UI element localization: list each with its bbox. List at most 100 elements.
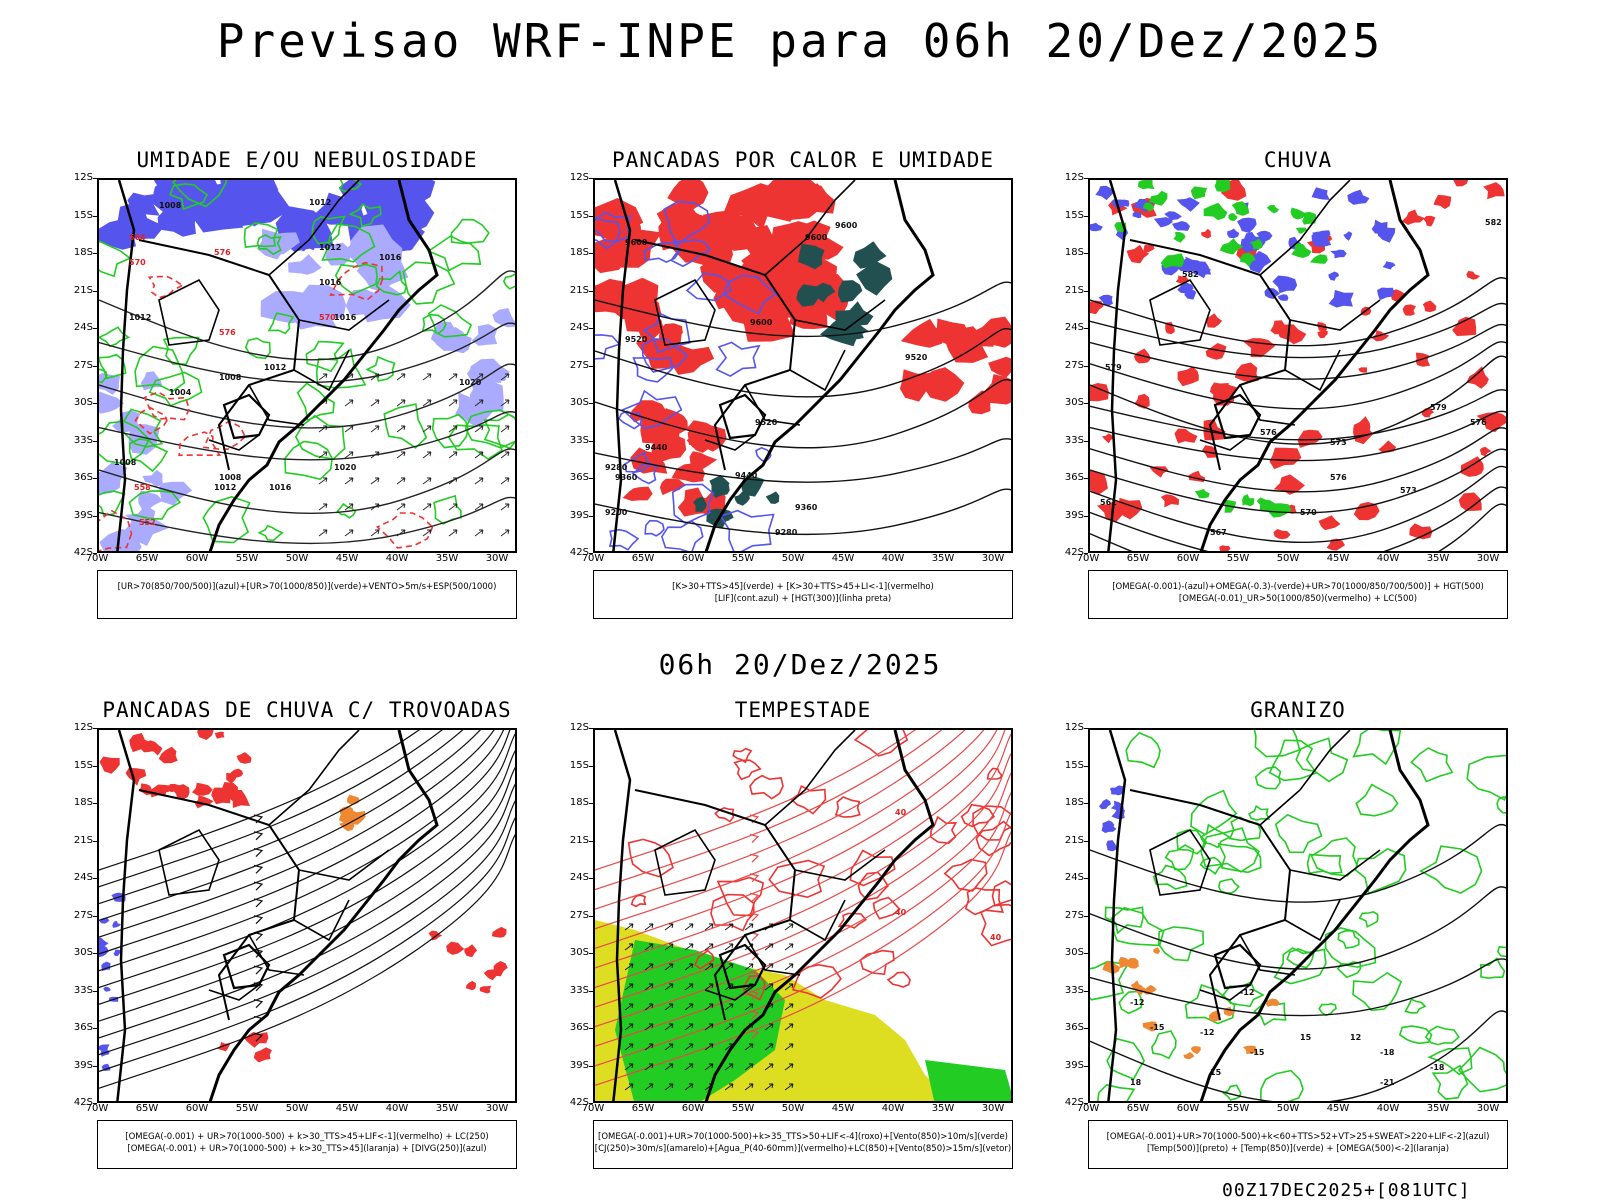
contour-label: 570 bbox=[129, 258, 146, 267]
contour-label: 1020 bbox=[334, 463, 357, 472]
storm-red-spots-blob bbox=[465, 980, 476, 991]
wind-vector bbox=[764, 1043, 774, 1051]
humidity-lightblue-area-blob bbox=[345, 289, 375, 316]
contour-loop bbox=[1295, 737, 1349, 783]
heat-red-area-blob bbox=[634, 400, 667, 424]
country-border bbox=[634, 239, 797, 471]
contour-loop bbox=[627, 838, 674, 878]
streamline-arrow bbox=[253, 831, 264, 841]
streamline-arrow bbox=[749, 853, 760, 863]
contour-label: 579 bbox=[1105, 363, 1122, 372]
contour-label: 579 bbox=[1430, 403, 1447, 412]
contour-loop bbox=[849, 849, 896, 887]
wind-vector bbox=[704, 983, 714, 991]
wind-vector bbox=[784, 943, 794, 951]
streamline bbox=[595, 730, 966, 910]
contour-label: 573 bbox=[1400, 486, 1417, 495]
country-border bbox=[634, 789, 797, 1021]
contour-line bbox=[1090, 427, 1506, 493]
wind-vector bbox=[370, 399, 380, 407]
contour-loop bbox=[99, 420, 151, 465]
lon-tick-label: 55W bbox=[235, 553, 259, 564]
heat-red-area-blob bbox=[729, 280, 779, 317]
andes-boundary bbox=[612, 180, 632, 551]
map-boundaries bbox=[116, 180, 439, 551]
omega-orange-spots-blob bbox=[1190, 1046, 1201, 1055]
wind-vector bbox=[422, 373, 432, 381]
panel-legend: [OMEGA(-0.001)+UR>70(1000-500)+k<60+TTS>… bbox=[1088, 1120, 1508, 1169]
wind-vector bbox=[684, 923, 694, 931]
lat-tick-mark bbox=[93, 515, 97, 517]
contour-loop bbox=[595, 216, 622, 250]
contour-line bbox=[595, 378, 1011, 449]
contour-loop bbox=[1286, 948, 1315, 969]
wind-vector bbox=[474, 425, 484, 433]
heat-red-area-blob bbox=[659, 478, 686, 496]
contour-line bbox=[1090, 355, 1506, 445]
wind-vector bbox=[744, 1003, 754, 1011]
streamline bbox=[99, 766, 515, 1022]
legend-line: [OMEGA(-0.001)-(azul)+OMEGA(-0.3)-(verde… bbox=[1112, 582, 1484, 592]
wind-vector bbox=[500, 425, 510, 433]
map-panel: 40 40 40 bbox=[593, 728, 1013, 1103]
contour-label: -18 bbox=[1430, 1063, 1445, 1072]
divergence-blue-spots-blob bbox=[101, 1063, 111, 1071]
heat-red-area-blob bbox=[943, 326, 989, 363]
wind-vector bbox=[664, 1083, 674, 1091]
contour-loop bbox=[148, 371, 203, 407]
contour-label: 9280 bbox=[605, 463, 628, 472]
lat-tick-label: 42S bbox=[73, 1097, 93, 1108]
contour-line bbox=[595, 327, 1011, 398]
wind-vector bbox=[644, 1063, 654, 1071]
wind-vector bbox=[396, 451, 406, 459]
heat-red-area-blob bbox=[595, 198, 644, 244]
contour-loop bbox=[134, 406, 168, 435]
lat-tick-label: 15S bbox=[1064, 759, 1084, 771]
contour-loop bbox=[257, 524, 284, 542]
wind-vector bbox=[396, 425, 406, 433]
lat-tick-mark bbox=[1084, 478, 1088, 479]
temp850-green-contours bbox=[1090, 730, 1506, 1101]
lat-tick-mark bbox=[589, 178, 593, 179]
contour-loop bbox=[296, 382, 335, 422]
contour-loop bbox=[1479, 957, 1506, 980]
rain-blue-spots-blob bbox=[1191, 261, 1212, 276]
contour-loop bbox=[169, 183, 209, 211]
contour-loop bbox=[336, 502, 357, 519]
lat-tick-mark bbox=[589, 215, 593, 217]
lon-tick-label: 60W bbox=[1176, 553, 1200, 564]
andes-boundary bbox=[116, 180, 136, 551]
contour-loop bbox=[595, 334, 621, 360]
lon-tick-label: 30W bbox=[485, 553, 509, 564]
contour-line bbox=[1090, 410, 1506, 462]
rain-red-spots-blob bbox=[1402, 304, 1416, 316]
wind-vector bbox=[744, 1083, 754, 1091]
bolivia-region bbox=[1149, 828, 1211, 896]
streamline bbox=[99, 730, 495, 938]
contour-loop bbox=[1217, 878, 1240, 894]
contour-label: 1016 bbox=[319, 278, 342, 287]
lon-tick-label: 50W bbox=[781, 553, 805, 564]
contour-loop bbox=[1157, 926, 1205, 962]
lc250-streamlines bbox=[99, 730, 515, 1089]
contour-line bbox=[99, 270, 515, 361]
contour-loop bbox=[321, 223, 376, 263]
heat-teal-area-blob bbox=[837, 280, 863, 303]
contour-loop bbox=[1125, 731, 1161, 769]
rain-green-spots-blob bbox=[1240, 252, 1256, 267]
storm-orange-spots-blob bbox=[347, 794, 360, 805]
map-panel: 582 582 579 576 576 573 570 567 561 573 576 579 bbox=[1088, 178, 1508, 553]
rain-green-spots-blob bbox=[1310, 254, 1328, 264]
wind-vector bbox=[396, 503, 406, 511]
lat-tick-mark bbox=[1084, 1103, 1088, 1104]
contour-loop bbox=[1176, 829, 1208, 855]
contour-loop bbox=[243, 222, 279, 248]
contour-loop bbox=[1254, 766, 1282, 790]
map-boundaries bbox=[116, 730, 439, 1101]
streamline bbox=[99, 800, 515, 1056]
lat-tick-label: 12S bbox=[1064, 722, 1084, 733]
contour-loop bbox=[375, 269, 408, 296]
contour-label: 9520 bbox=[755, 418, 778, 427]
wind-vector bbox=[624, 1003, 634, 1011]
rain-red-spots-blob bbox=[1453, 180, 1469, 187]
